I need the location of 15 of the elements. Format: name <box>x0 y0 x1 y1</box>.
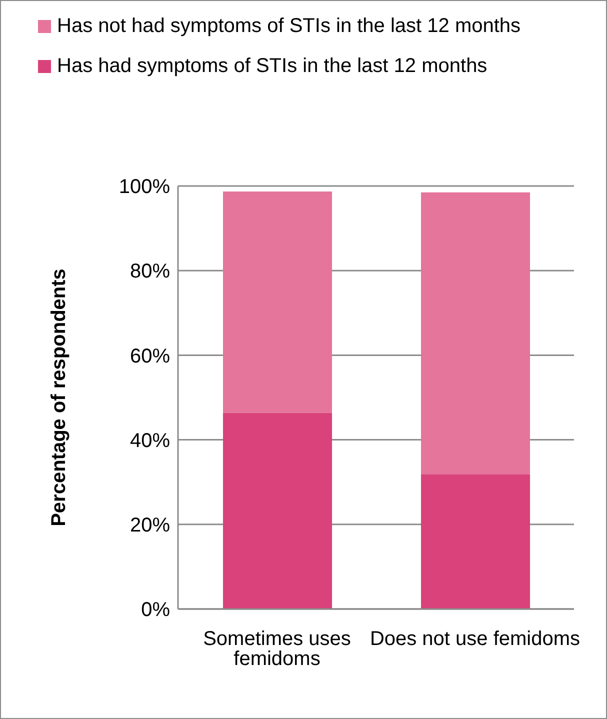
y-tick-label: 0% <box>141 599 170 622</box>
y-tick-label: 60% <box>130 345 170 368</box>
y-tick-label: 40% <box>130 430 170 452</box>
bar <box>223 192 332 413</box>
x-tick-label: Sometimes uses femidoms <box>203 628 351 670</box>
y-tick-label: 100% <box>118 176 170 198</box>
y-tick-label: 20% <box>130 514 170 536</box>
legend-label: Has not had symptoms of STIs in the last 12 months <box>57 14 521 39</box>
bar <box>421 192 530 474</box>
y-tick-label: 80% <box>130 260 170 283</box>
bar <box>223 412 332 609</box>
x-tick-label: Does not use femidoms <box>370 628 580 650</box>
y-axis-title: Percentage of respondents <box>48 268 70 526</box>
legend-label: Has had symptoms of STIs in the last 12 months <box>57 54 488 79</box>
bar <box>421 474 530 609</box>
